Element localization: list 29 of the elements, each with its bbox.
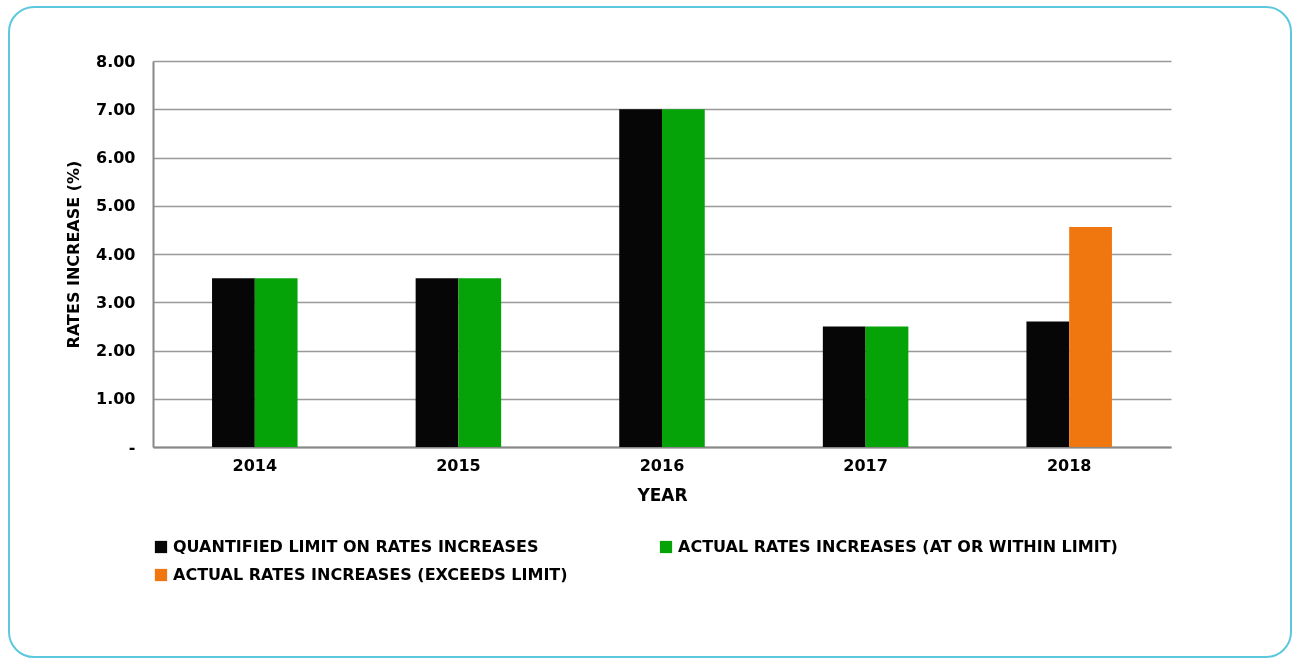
bar [865, 326, 909, 447]
y-tick-label: 5.00 [96, 196, 136, 216]
y-tick-label: 6.00 [96, 148, 136, 167]
legend-label: ACTUAL RATES INCREASES (AT OR WITHIN LIMIT) [678, 537, 1118, 556]
y-tick-label: 7.00 [96, 99, 136, 119]
bar [415, 278, 459, 447]
y-axis-title: RATES INCREASE (%) [64, 160, 84, 349]
y-tick-label: - [128, 437, 136, 457]
y-tick-label: 4.00 [96, 244, 136, 264]
bar [212, 278, 255, 447]
bar [662, 109, 705, 447]
bar [1069, 226, 1112, 447]
x-tick-label: 2018 [1046, 455, 1092, 475]
x-tick-label: 2015 [436, 455, 481, 475]
y-tick-label: 3.00 [96, 292, 136, 312]
bar [1026, 321, 1070, 447]
bar [822, 326, 866, 447]
y-tick-label: 8.00 [96, 51, 136, 71]
x-tick-label: 2014 [232, 455, 278, 475]
x-tick-label: 2017 [843, 455, 888, 475]
legend-label: QUANTIFIED LIMIT ON RATES INCREASES [173, 537, 539, 556]
y-tick-label: 1.00 [96, 389, 136, 409]
bar [458, 278, 502, 447]
legend-label: ACTUAL RATES INCREASES (EXCEEDS LIMIT) [173, 565, 568, 584]
bar [254, 278, 298, 447]
x-axis-title: YEAR [636, 484, 688, 505]
bar [619, 109, 662, 447]
y-tick-label: 2.00 [96, 341, 136, 360]
x-tick-label: 2016 [639, 455, 685, 475]
